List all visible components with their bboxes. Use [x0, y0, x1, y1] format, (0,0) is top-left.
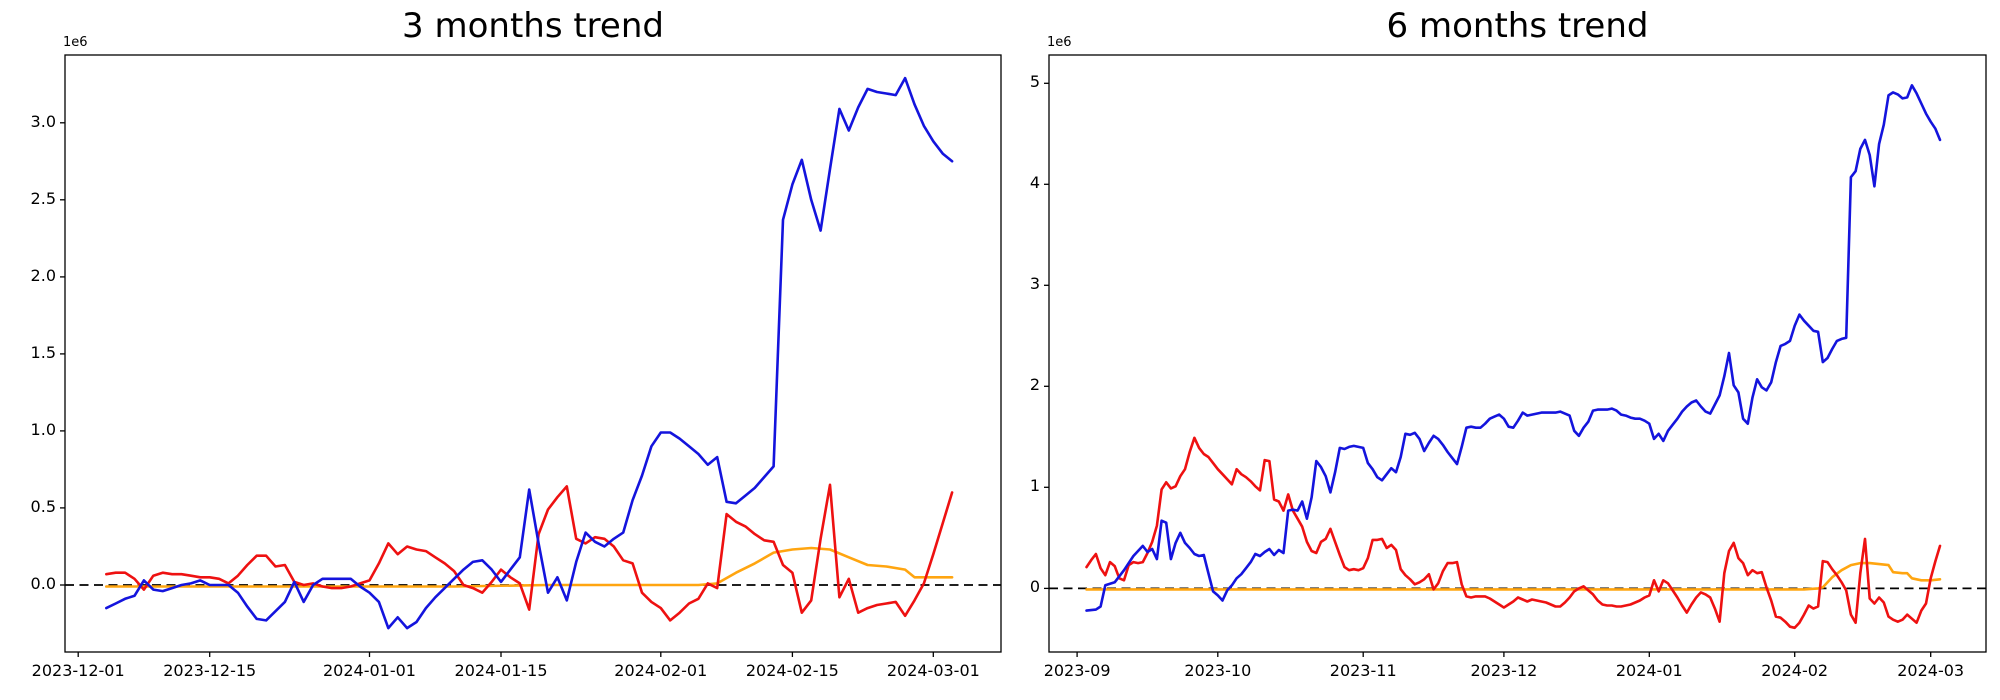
- y-tick-label: 5: [1029, 72, 1040, 92]
- x-tick-label: 2024-03-01: [886, 661, 980, 680]
- series-orange-line: [1085, 561, 1942, 591]
- y-tick-label: 0.0: [30, 573, 56, 593]
- y-tick-label: 1: [1029, 476, 1040, 496]
- y-axis-multiplier-right: 1e6: [1047, 35, 1072, 50]
- x-tick-label: 2024-02: [1761, 661, 1829, 680]
- y-tick-label: 1.5: [30, 342, 56, 362]
- x-tick-label: 2023-09: [1043, 661, 1111, 680]
- x-tick-label: 2024-02-15: [745, 661, 839, 680]
- series-red-line: [1085, 436, 1942, 630]
- y-axis-multiplier-left: 1e6: [63, 35, 88, 50]
- x-tick-label: 2024-01-01: [322, 661, 416, 680]
- series-blue-line: [105, 76, 954, 630]
- chart-title-6-months: 6 months trend: [1386, 6, 1649, 46]
- series-red-line: [105, 483, 954, 622]
- x-tick-label: 2024-02-01: [614, 661, 708, 680]
- x-tick-label: 2024-01-15: [454, 661, 548, 680]
- series-orange-line: [105, 546, 954, 588]
- x-tick-label: 2023-12-01: [31, 661, 125, 680]
- x-tick-label: 2024-01: [1615, 661, 1683, 680]
- y-tick-label: 0.5: [30, 496, 56, 516]
- x-tick-label: 2023-10: [1184, 661, 1252, 680]
- x-tick-label: 2024-03: [1897, 661, 1965, 680]
- y-tick-label: 2.0: [30, 265, 56, 285]
- series-blue-line: [1085, 84, 1942, 612]
- x-tick-label: 2023-12: [1470, 661, 1538, 680]
- y-tick-label: 3.0: [30, 111, 56, 131]
- y-tick-label: 1.0: [30, 419, 56, 439]
- y-tick-label: 2.5: [30, 188, 56, 208]
- x-tick-label: 2023-11: [1329, 661, 1397, 680]
- y-tick-label: 4: [1029, 173, 1040, 193]
- chart-title-3-months: 3 months trend: [402, 6, 664, 46]
- y-tick-label: 2: [1029, 375, 1040, 395]
- plot-frame: [1048, 54, 1987, 653]
- x-tick-label: 2023-12-15: [163, 661, 257, 680]
- y-tick-label: 3: [1029, 274, 1040, 294]
- y-tick-label: 0: [1029, 577, 1040, 597]
